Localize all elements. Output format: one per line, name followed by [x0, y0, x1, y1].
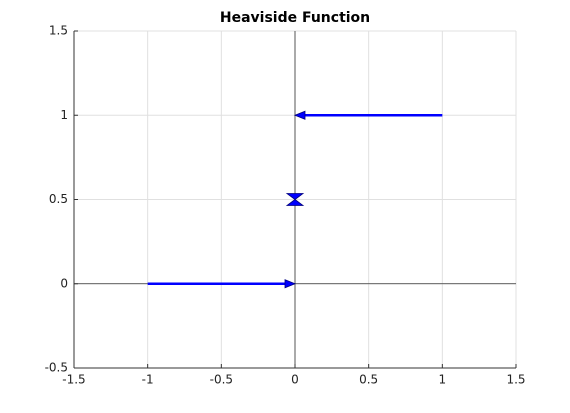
arrow: [293, 110, 443, 120]
x-tick-label: -1.5: [62, 373, 85, 387]
x-tick-label: -0.5: [210, 373, 233, 387]
x-tick-label: 0: [291, 373, 299, 387]
arrow: [147, 279, 297, 289]
marker: [285, 193, 305, 206]
y-tick-label: 1.5: [49, 24, 68, 38]
arrow-head: [284, 279, 297, 289]
y-tick-label: -0.5: [45, 361, 68, 375]
x-tick-label: 1.5: [506, 373, 525, 387]
x-tick-label: -1: [142, 373, 154, 387]
y-tick-label: 0.5: [49, 192, 68, 206]
x-tick-label: 1: [439, 373, 447, 387]
y-tick-label: 0: [60, 276, 68, 290]
x-tick-label: 0.5: [359, 373, 378, 387]
arrow-head: [293, 110, 306, 120]
y-tick-label: 1: [60, 108, 68, 122]
chart-title: Heaviside Function: [220, 10, 370, 26]
